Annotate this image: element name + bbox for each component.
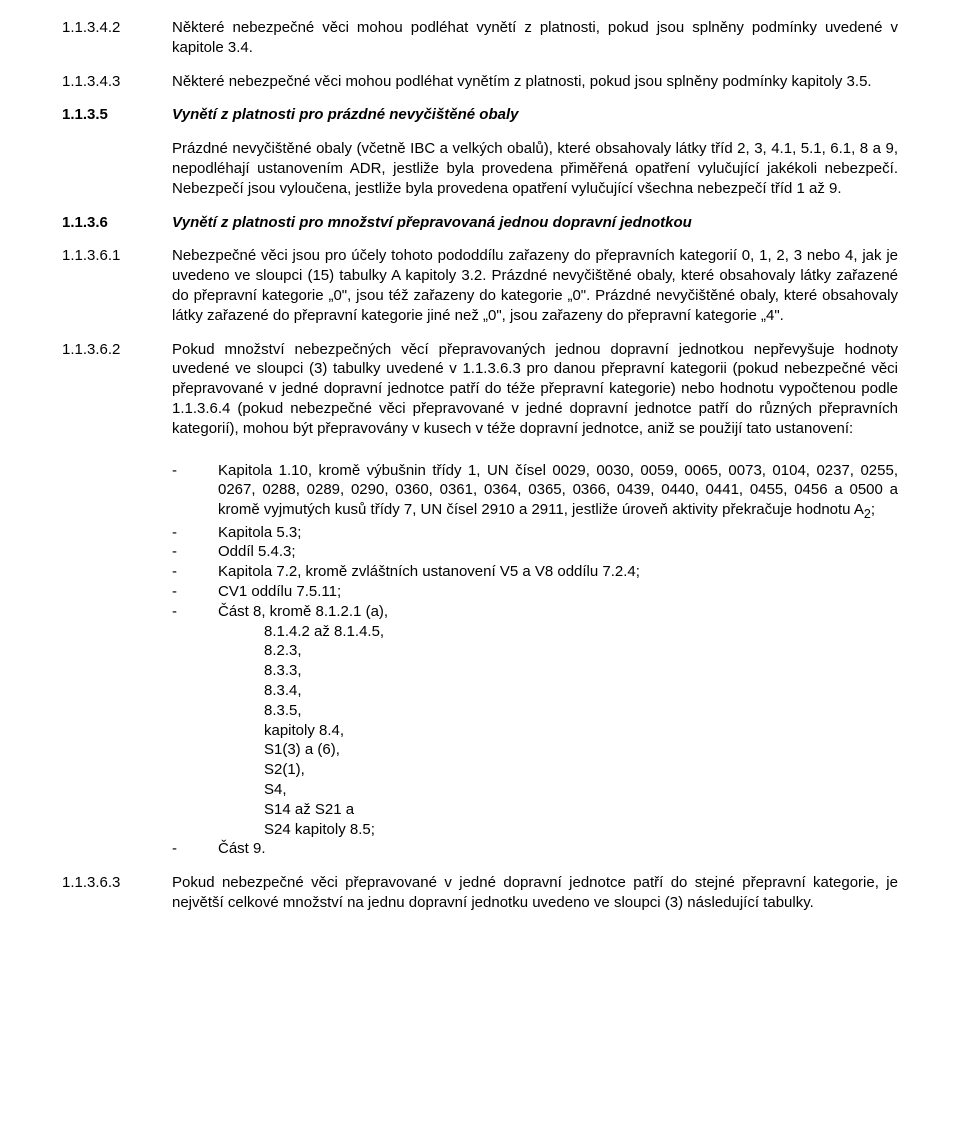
section-1-1-3-5-body: Prázdné nevyčištěné obaly (včetně IBC a …: [62, 139, 898, 198]
list-item: - Oddíl 5.4.3;: [172, 542, 898, 562]
section-1-1-3-6-2: 1.1.3.6.2 Pokud množství nebezpečných vě…: [62, 340, 898, 439]
subscript: 2: [864, 507, 871, 521]
list-text-part: ;: [871, 501, 875, 518]
section-number: 1.1.3.6.3: [62, 873, 172, 913]
section-number: 1.1.3.6.1: [62, 246, 172, 325]
spacer: [62, 139, 172, 198]
list-text: Kapitola 5.3;: [218, 523, 898, 543]
sub-line: S4,: [264, 780, 898, 800]
list-item: - Kapitola 1.10, kromě výbušnin třídy 1,…: [172, 461, 898, 523]
section-number: 1.1.3.4.2: [62, 18, 172, 58]
sub-line: 8.2.3,: [264, 641, 898, 661]
dash-marker: -: [172, 839, 218, 859]
section-title: Vynětí z platnosti pro prázdné nevyčiště…: [172, 105, 898, 125]
section-1-1-3-6-3: 1.1.3.6.3 Pokud nebezpečné věci přepravo…: [62, 873, 898, 913]
sub-line: S24 kapitoly 8.5;: [264, 820, 898, 840]
list-item: - CV1 oddílu 7.5.11;: [172, 582, 898, 602]
section-number: 1.1.3.6: [62, 213, 172, 233]
section-number: 1.1.3.6.2: [62, 340, 172, 439]
list-text: Oddíl 5.4.3;: [218, 542, 898, 562]
section-text: Některé nebezpečné věci mohou podléhat v…: [172, 72, 898, 92]
dash-marker: -: [172, 562, 218, 582]
list-text: Část 9.: [218, 839, 898, 859]
list-text-part: Kapitola 1.10, kromě výbušnin třídy 1, U…: [218, 462, 898, 519]
sub-line: 8.3.3,: [264, 661, 898, 681]
dash-marker: -: [172, 542, 218, 562]
section-1-1-3-4-2: 1.1.3.4.2 Některé nebezpečné věci mohou …: [62, 18, 898, 58]
sub-line: S1(3) a (6),: [264, 740, 898, 760]
list-text-line: Část 8, kromě 8.1.2.1 (a),: [218, 602, 898, 622]
list-text: Kapitola 1.10, kromě výbušnin třídy 1, U…: [218, 461, 898, 523]
dash-marker: -: [172, 602, 218, 840]
list-item: - Část 8, kromě 8.1.2.1 (a), 8.1.4.2 až …: [172, 602, 898, 840]
section-1-1-3-5-heading: 1.1.3.5 Vynětí z platnosti pro prázdné n…: [62, 105, 898, 125]
list-item: - Kapitola 7.2, kromě zvláštních ustanov…: [172, 562, 898, 582]
list-text: Kapitola 7.2, kromě zvláštních ustanoven…: [218, 562, 898, 582]
section-1-1-3-4-3: 1.1.3.4.3 Některé nebezpečné věci mohou …: [62, 72, 898, 92]
sub-line: kapitoly 8.4,: [264, 721, 898, 741]
section-text: Pokud nebezpečné věci přepravované v jed…: [172, 873, 898, 913]
list-text: Část 8, kromě 8.1.2.1 (a), 8.1.4.2 až 8.…: [218, 602, 898, 840]
sub-line: 8.3.4,: [264, 681, 898, 701]
list-item: - Část 9.: [172, 839, 898, 859]
section-number: 1.1.3.4.3: [62, 72, 172, 92]
sub-line: 8.1.4.2 až 8.1.4.5,: [264, 622, 898, 642]
section-text: Prázdné nevyčištěné obaly (včetně IBC a …: [172, 139, 898, 198]
sub-line: 8.3.5,: [264, 701, 898, 721]
section-text: Některé nebezpečné věci mohou podléhat v…: [172, 18, 898, 58]
dash-marker: -: [172, 523, 218, 543]
section-title: Vynětí z platnosti pro množství přepravo…: [172, 213, 898, 233]
dash-marker: -: [172, 461, 218, 523]
sub-line: S14 až S21 a: [264, 800, 898, 820]
provisions-list: - Kapitola 1.10, kromě výbušnin třídy 1,…: [172, 461, 898, 860]
dash-marker: -: [172, 582, 218, 602]
section-1-1-3-6-1: 1.1.3.6.1 Nebezpečné věci jsou pro účely…: [62, 246, 898, 325]
sub-line: S2(1),: [264, 760, 898, 780]
section-1-1-3-6-heading: 1.1.3.6 Vynětí z platnosti pro množství …: [62, 213, 898, 233]
section-text: Nebezpečné věci jsou pro účely tohoto po…: [172, 246, 898, 325]
list-item: - Kapitola 5.3;: [172, 523, 898, 543]
section-number: 1.1.3.5: [62, 105, 172, 125]
list-text: CV1 oddílu 7.5.11;: [218, 582, 898, 602]
section-text: Pokud množství nebezpečných věcí přeprav…: [172, 340, 898, 439]
